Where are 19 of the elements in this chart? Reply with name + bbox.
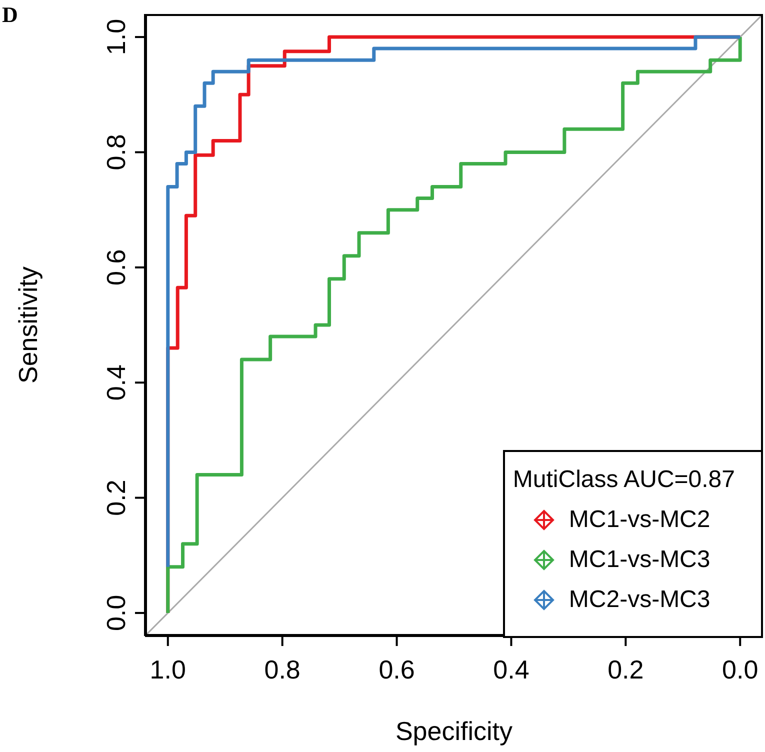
x-tick-label: 1.0	[150, 654, 186, 684]
y-tick-label: 0.0	[101, 594, 131, 632]
y-tick-label: 1.0	[101, 18, 131, 56]
legend-label: MC1-vs-MC2	[568, 506, 710, 534]
y-tick-label: 0.4	[101, 364, 131, 401]
y-tick-label: 0.8	[101, 134, 131, 170]
x-tick-label: 0.0	[722, 654, 758, 684]
legend-title: MutiClass AUC=0.87	[512, 466, 735, 494]
text: D	[2, 2, 18, 28]
y-tick-label: 0.6	[101, 249, 131, 286]
x-axis-title: Specificity	[395, 716, 513, 746]
y-axis-title: Sensitivity	[13, 266, 44, 384]
x-tick-label: 0.4	[493, 654, 530, 684]
legend-label: MC2-vs-MC3	[568, 586, 710, 614]
x-tick-label: 0.6	[378, 654, 415, 684]
legend-label: MC1-vs-MC3	[568, 546, 710, 574]
y-tick-label: 0.2	[101, 480, 131, 516]
x-tick-label: 0.8	[264, 654, 300, 684]
x-tick-label: 0.2	[608, 654, 644, 684]
